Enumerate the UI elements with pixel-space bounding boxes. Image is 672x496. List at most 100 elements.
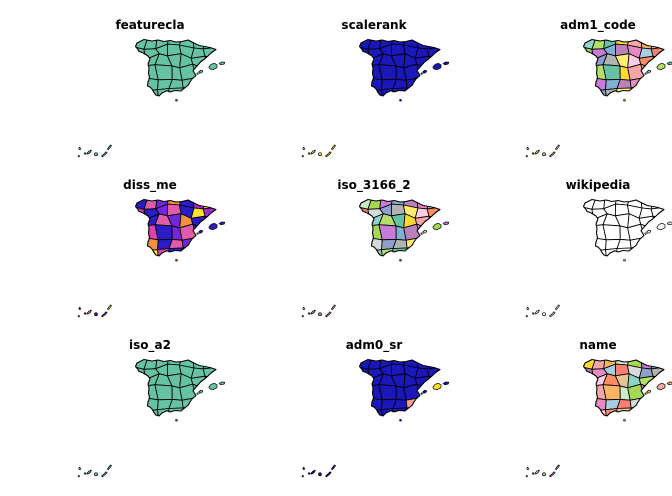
spain-map-svg: [77, 38, 226, 158]
island-el-hierro: [301, 315, 304, 318]
province: [378, 64, 397, 81]
island-lanzarote: [331, 144, 336, 151]
island-mallorca: [656, 383, 666, 390]
island-formentera: [420, 232, 423, 235]
province: [430, 228, 440, 237]
island-mallorca: [432, 223, 442, 230]
panel-title: adm1_code: [560, 18, 636, 32]
island-el-hierro: [77, 315, 80, 318]
province: [135, 407, 148, 416]
province: [590, 77, 607, 92]
island-fuerteventura: [549, 311, 556, 318]
island-la-palma: [78, 466, 81, 471]
panel-title: diss_me: [123, 178, 177, 192]
island-la-palma: [302, 466, 305, 471]
province: [583, 65, 593, 81]
province: [591, 359, 606, 370]
province: [366, 397, 383, 412]
island-la-palma: [78, 146, 81, 151]
canary-islands: [77, 144, 112, 158]
province: [142, 77, 159, 92]
spain-map-svg: [525, 198, 672, 318]
island-tenerife: [310, 149, 316, 155]
province: [583, 87, 596, 96]
province: [640, 404, 653, 416]
mainland-coastline: [582, 358, 665, 417]
spain-map-svg: [301, 38, 450, 158]
island-tenerife: [86, 469, 92, 475]
panel-title: wikipedia: [565, 178, 631, 192]
mainland-coastline: [582, 38, 665, 97]
island-ibiza: [646, 69, 652, 74]
island-ibiza: [198, 69, 204, 74]
island-fuerteventura: [325, 311, 332, 318]
melilla-dot: [175, 98, 178, 102]
canary-islands: [301, 304, 336, 318]
island-el-hierro: [301, 475, 304, 478]
island-lanzarote: [107, 144, 112, 151]
province: [583, 247, 596, 256]
province: [142, 397, 159, 412]
province: [359, 77, 372, 92]
province: [583, 218, 595, 229]
province: [583, 397, 596, 412]
island-tenerife: [534, 149, 540, 155]
province: [367, 199, 382, 210]
province: [135, 385, 145, 401]
island-menorca: [218, 381, 226, 386]
province: [378, 224, 397, 241]
canary-islands: [77, 304, 112, 318]
province: [192, 404, 205, 416]
map-panel-iso-a2: iso_a2: [40, 336, 264, 496]
canary-islands: [525, 464, 560, 478]
island-lanzarote: [555, 304, 560, 311]
melilla-dot: [175, 418, 178, 422]
island-lanzarote: [107, 304, 112, 311]
province: [142, 237, 159, 252]
island-mallorca: [656, 63, 666, 70]
province: [359, 58, 371, 69]
province: [615, 247, 632, 256]
island-lanzarote: [555, 464, 560, 471]
island-formentera: [644, 232, 647, 235]
island-fuerteventura: [101, 311, 108, 318]
province: [367, 359, 382, 370]
province: [143, 359, 158, 370]
panel-title: name: [579, 338, 617, 352]
province: [359, 407, 372, 416]
province: [135, 247, 148, 256]
island-formentera: [644, 392, 647, 395]
balearic-islands: [420, 381, 450, 395]
island-el-hierro: [525, 155, 528, 158]
spain-map-svg: [301, 358, 450, 478]
island-ibiza: [646, 389, 652, 394]
map-panel-name: name: [488, 336, 672, 496]
island-formentera: [196, 232, 199, 235]
island-menorca: [666, 61, 672, 66]
panel-title: scalerank: [341, 18, 407, 32]
island-mallorca: [208, 223, 218, 230]
island-menorca: [666, 221, 672, 226]
province: [202, 393, 216, 411]
province: [206, 228, 216, 237]
province: [591, 199, 606, 210]
province: [416, 404, 429, 416]
island-la-gomera: [307, 312, 311, 315]
province: [654, 228, 664, 237]
island-gran-canaria: [318, 152, 322, 157]
province: [650, 84, 664, 96]
balearic-islands: [644, 221, 672, 235]
province: [583, 237, 596, 252]
province: [206, 68, 216, 77]
mainland-coastline: [134, 358, 217, 417]
island-gran-canaria: [318, 312, 322, 317]
province: [366, 237, 383, 252]
province: [591, 39, 606, 50]
spain-choropleth-map: [40, 336, 264, 496]
province: [359, 385, 369, 401]
province: [135, 218, 147, 229]
map-panel-iso-3166-2: iso_3166_2: [264, 176, 488, 336]
province: [366, 77, 383, 92]
balearic-islands: [196, 61, 226, 75]
island-fuerteventura: [549, 471, 556, 478]
